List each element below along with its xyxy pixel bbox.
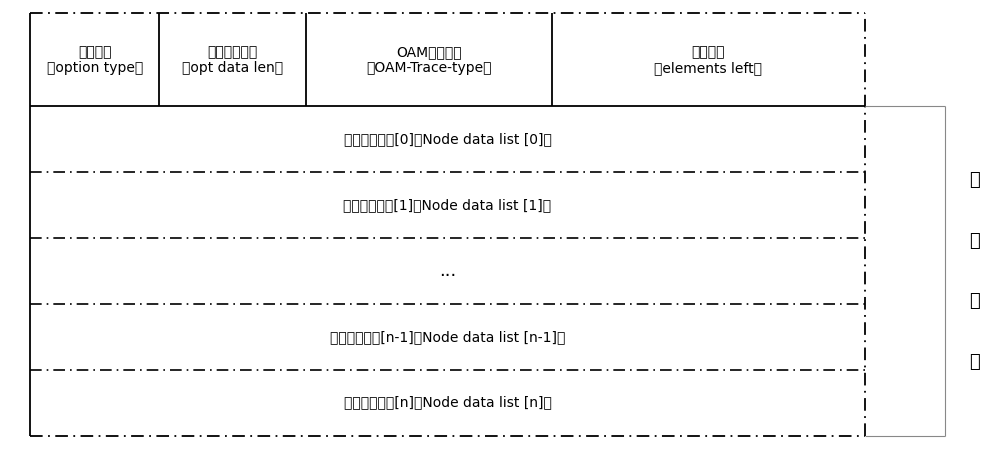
Text: 节点数据列表[n]（Node data list [n]）: 节点数据列表[n]（Node data list [n]） [344,396,551,409]
Text: 间: 间 [970,353,980,371]
Text: 据: 据 [970,232,980,250]
Text: 节点数据列表[1]（Node data list [1]）: 节点数据列表[1]（Node data list [1]） [343,198,552,212]
Text: ...: ... [439,262,456,280]
Text: 数: 数 [970,171,980,189]
Text: 可选类型
（option type）: 可选类型 （option type） [47,45,143,75]
Text: 空: 空 [970,292,980,310]
Text: 左侧元素
（elements left）: 左侧元素 （elements left） [654,45,762,75]
Text: 节点数据列表[0]（Node data list [0]）: 节点数据列表[0]（Node data list [0]） [344,132,551,146]
Text: OAM跟踪类型
（OAM-Trace-type）: OAM跟踪类型 （OAM-Trace-type） [366,45,491,75]
Text: 可选数据长度
（opt data len）: 可选数据长度 （opt data len） [182,45,283,75]
Text: 节点数据列表[n-1]（Node data list [n-1]）: 节点数据列表[n-1]（Node data list [n-1]） [330,330,565,344]
